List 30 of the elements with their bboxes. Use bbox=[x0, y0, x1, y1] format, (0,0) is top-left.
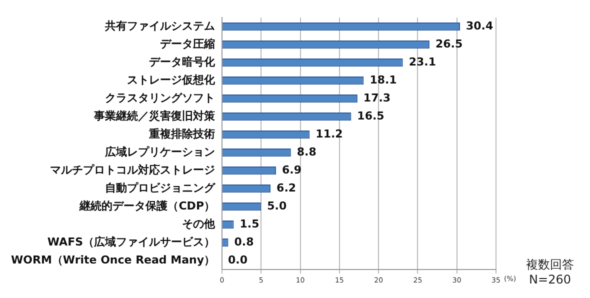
y-tick-label: 自動プロビジョニング bbox=[105, 181, 216, 194]
data-label: 0.8 bbox=[234, 235, 254, 248]
y-tick-label: マルチプロトコル対応ストレージ bbox=[50, 163, 216, 176]
data-label: 5.0 bbox=[267, 199, 287, 212]
data-label: 11.2 bbox=[316, 127, 343, 140]
data-label: 6.2 bbox=[276, 181, 296, 194]
data-label: 17.3 bbox=[363, 91, 391, 104]
y-tick-label: データ暗号化 bbox=[149, 55, 216, 68]
data-label: 23.1 bbox=[408, 55, 436, 68]
y-tick-label: ストレージ仮想化 bbox=[127, 73, 216, 86]
y-tick-label: 共有ファイルシステム bbox=[104, 19, 216, 32]
data-label: 1.5 bbox=[240, 217, 260, 230]
data-label: 8.8 bbox=[296, 145, 316, 158]
y-tick-label: 重複排除技術 bbox=[148, 127, 216, 140]
y-tick-label: クラスタリングソフト bbox=[105, 91, 216, 104]
data-label: 30.4 bbox=[466, 19, 494, 32]
y-tick-label: WORM（Write Once Read Many） bbox=[10, 253, 216, 266]
text: N=260 bbox=[529, 272, 571, 287]
data-label: 26.5 bbox=[435, 37, 463, 50]
y-tick-label: その他 bbox=[182, 217, 216, 230]
y-tick-label: 継続的データ保護（CDP） bbox=[78, 199, 216, 212]
data-label: 6.9 bbox=[282, 163, 302, 176]
data-label: 0.0 bbox=[228, 253, 248, 266]
y-tick-label: WAFS（広域ファイルサービス） bbox=[47, 235, 216, 248]
y-tick-label: データ圧縮 bbox=[160, 37, 216, 50]
data-label: 16.5 bbox=[357, 109, 384, 122]
data-label: 18.1 bbox=[370, 73, 397, 86]
y-tick-label: 広域レプリケーション bbox=[104, 145, 216, 158]
text: 複数回答 bbox=[526, 258, 574, 272]
y-tick-label: 事業継続／災害復旧対策 bbox=[93, 109, 216, 122]
